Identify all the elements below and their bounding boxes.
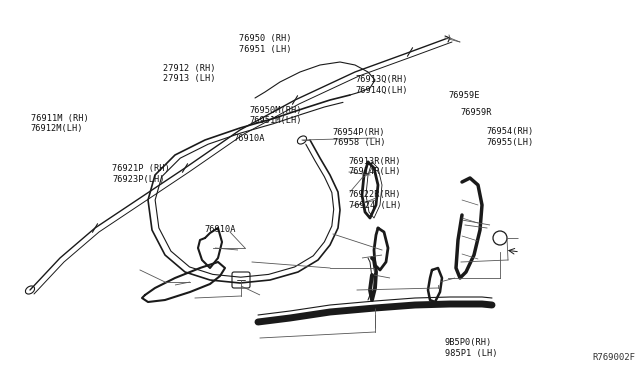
- Text: 76950M(RH)
76951M(LH): 76950M(RH) 76951M(LH): [250, 106, 302, 125]
- Text: 76959R: 76959R: [461, 108, 492, 117]
- Text: 76954(RH)
76955(LH): 76954(RH) 76955(LH): [486, 127, 534, 147]
- Text: 76910A: 76910A: [204, 225, 236, 234]
- Text: 76921P (RH)
76923P(LH): 76921P (RH) 76923P(LH): [112, 164, 170, 184]
- Text: 27912 (RH)
27913 (LH): 27912 (RH) 27913 (LH): [163, 64, 216, 83]
- Text: 9B5P0(RH)
985P1 (LH): 9B5P0(RH) 985P1 (LH): [445, 338, 497, 357]
- Text: 76959E: 76959E: [448, 92, 479, 100]
- Text: 76913R(RH)
76914R(LH): 76913R(RH) 76914R(LH): [349, 157, 401, 176]
- Text: 76911M (RH)
76912M(LH): 76911M (RH) 76912M(LH): [31, 114, 88, 133]
- Text: 76950 (RH)
76951 (LH): 76950 (RH) 76951 (LH): [239, 34, 291, 54]
- Text: 76910A: 76910A: [234, 134, 265, 142]
- Text: 76922R(RH)
76924 (LH): 76922R(RH) 76924 (LH): [349, 190, 401, 210]
- Text: R769002F: R769002F: [592, 353, 635, 362]
- Text: 76913Q(RH)
76914Q(LH): 76913Q(RH) 76914Q(LH): [355, 75, 408, 94]
- Text: 76954P(RH)
76958 (LH): 76954P(RH) 76958 (LH): [333, 128, 385, 147]
